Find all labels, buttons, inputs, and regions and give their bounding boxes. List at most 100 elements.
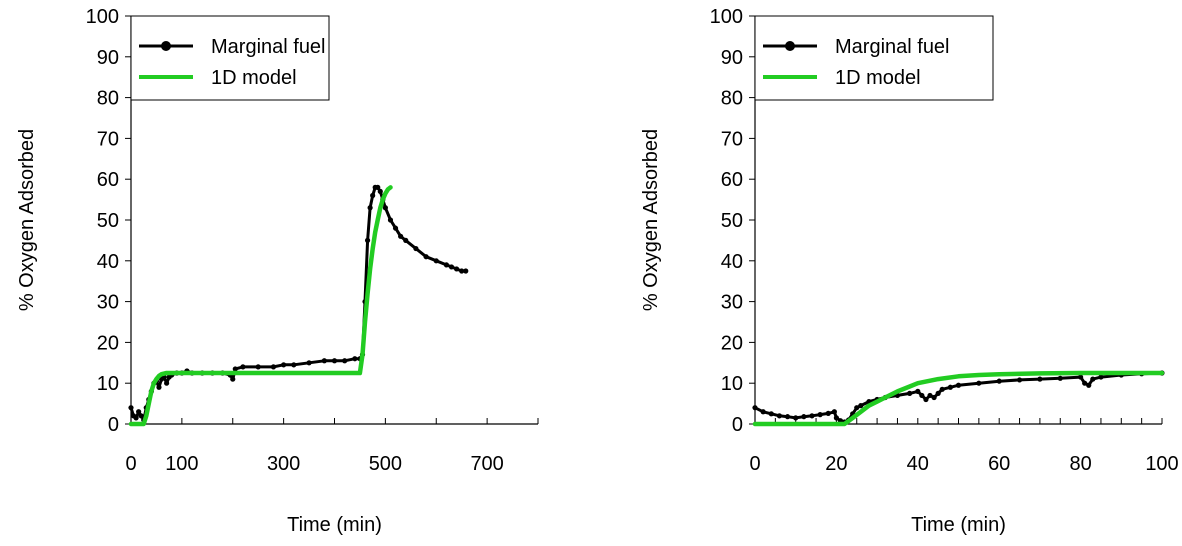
y-tick-label: 80 [721,88,743,110]
data-point [1078,374,1084,380]
x-tick-label: 20 [825,453,847,475]
data-point [854,405,860,411]
x-tick-label: 100 [1145,453,1178,475]
data-point [255,364,261,370]
data-point [939,386,945,392]
data-point [1090,376,1096,382]
y-tick-label: 70 [721,128,743,150]
x-tick-label: 40 [907,453,929,475]
y-tick-label: 80 [97,88,119,110]
legend-box [754,15,994,101]
x-tick-label: 700 [470,453,503,475]
data-point [831,409,837,415]
y-tick-label: 0 [732,414,743,436]
x-tick-label: 500 [369,453,402,475]
data-point [768,411,774,417]
y-tick-label: 90 [97,47,119,69]
data-point [825,410,831,416]
data-point [331,358,338,364]
y-tick-label: 70 [97,128,119,150]
data-point [801,414,807,420]
data-point [375,184,381,190]
series-1d-model-line [752,370,1165,427]
y-tick-label: 20 [721,332,743,354]
data-point [232,366,238,372]
data-point [935,390,941,396]
x-tick-label: 80 [1069,453,1091,475]
data-point [915,388,921,394]
x-axis-label: Time (min) [287,514,382,536]
data-point [947,384,953,390]
legend-label: 1D model [835,67,921,89]
y-tick-label: 60 [97,169,119,191]
data-point [793,415,799,421]
chart-left: 0 10 20 30 40 50 60 70 80 90 100 0 100 300 500 700 Time … [16,6,539,536]
y-tick-label: 100 [710,6,743,28]
data-point [230,376,236,382]
data-point [760,409,766,415]
data-point [136,409,142,415]
data-point [919,392,925,399]
x-tick-label: 300 [267,453,300,475]
data-point [776,413,783,419]
y-tick-label: 40 [721,251,743,273]
y-tick-label: 100 [86,6,119,28]
data-point [454,266,460,272]
data-point [342,358,348,364]
legend-label: Marginal fuel [835,36,950,58]
series-marginal-fuel-line [754,371,1163,424]
data-point [364,237,371,243]
legend-marker [785,41,795,51]
data-point [1082,380,1088,386]
y-tick-label: 50 [97,210,119,232]
data-point [463,268,469,274]
x-axis-label: Time (min) [911,514,1006,536]
data-point [306,360,312,366]
y-tick-label: 90 [721,47,743,69]
data-point [392,225,399,231]
data-point [752,405,758,411]
data-point [459,268,465,274]
y-tick-label: 0 [108,414,119,436]
x-tick-label: 0 [125,453,136,475]
data-point [1098,374,1104,380]
data-point [433,258,439,264]
x-tick-label: 0 [749,453,760,475]
data-point [352,356,358,362]
data-point [1057,375,1063,381]
x-tick-label: 100 [165,453,198,475]
data-point [377,188,383,195]
data-point [240,364,246,370]
data-point [291,362,297,368]
y-axis-label: % Oxygen Adsorbed [640,129,662,311]
data-point [817,412,823,418]
y-tick-label: 30 [721,292,743,314]
data-point [927,392,933,399]
data-point [448,264,455,270]
data-point [413,245,419,252]
legend-label: 1D model [211,67,297,89]
legend-label: Marginal fuel [211,36,326,58]
y-tick-label: 10 [721,373,743,395]
data-point [931,394,937,401]
data-point [398,233,404,239]
data-point [156,384,162,390]
data-point [403,237,409,243]
legend-marker [161,41,171,51]
data-point [1037,376,1043,382]
chart-right: 0 10 20 30 40 50 60 70 80 90 100 0 20 40 60 80 100 Time (… [640,6,1179,536]
data-point [164,380,170,386]
data-point [907,390,913,396]
legend: Marginal fuel 1D model [754,15,994,101]
data-point [133,415,139,421]
y-tick-label: 30 [97,292,119,314]
y-tick-label: 50 [721,210,743,232]
x-tick-label: 60 [988,453,1010,475]
data-point [281,362,287,368]
y-tick-label: 10 [97,373,119,395]
y-tick-label: 60 [721,169,743,191]
data-point [128,405,134,411]
data-point [1016,377,1023,383]
data-point [370,192,376,199]
data-point [138,413,144,419]
